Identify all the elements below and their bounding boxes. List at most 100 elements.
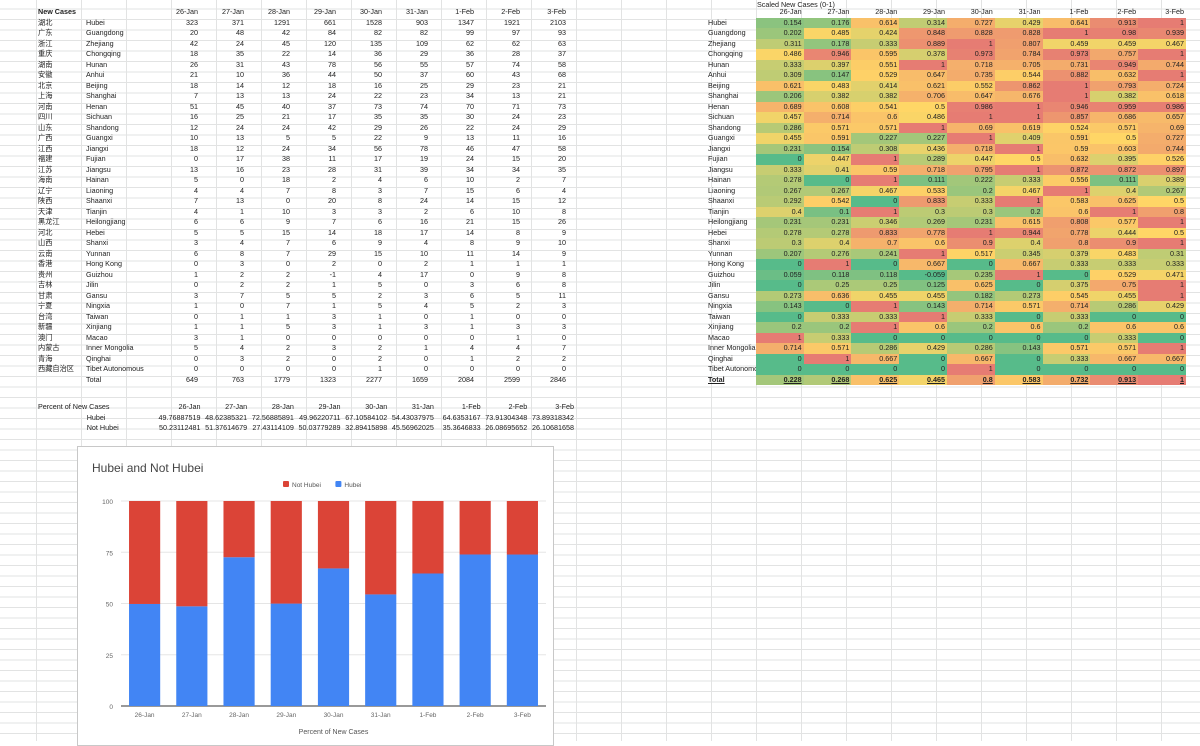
case-count-cell[interactable]: 4 (240, 238, 244, 247)
case-count-cell[interactable]: 18 (190, 143, 198, 153)
province-name-english[interactable]: Jilin (708, 280, 721, 289)
case-count-cell[interactable]: 6 (194, 217, 198, 226)
scaled-cell[interactable]: 0.5 (1090, 133, 1139, 144)
hubei-bar[interactable] (223, 557, 255, 706)
case-count-cell[interactable]: 34 (512, 164, 520, 174)
province-name-english[interactable]: Gansu (86, 290, 108, 300)
scaled-total-cell[interactable]: 0.228 (755, 374, 804, 385)
case-count-cell[interactable]: 39 (420, 164, 428, 174)
province-name-english[interactable]: Tibet Autonomous (86, 364, 144, 373)
scaled-cell[interactable]: 0.615 (994, 217, 1043, 228)
case-count-cell[interactable]: 16 (236, 164, 244, 174)
case-count-cell[interactable]: 3 (424, 290, 428, 300)
case-count-cell[interactable]: 97 (512, 28, 520, 37)
case-count-cell[interactable]: 74 (420, 101, 428, 111)
case-count-cell[interactable]: 14 (466, 227, 474, 237)
date-header[interactable]: 28-Jan (271, 402, 294, 411)
case-count-cell[interactable]: 36 (466, 49, 474, 58)
province-name-english[interactable]: Jiangsu (86, 164, 111, 174)
scaled-cell[interactable]: 0.667 (1090, 353, 1139, 364)
scaled-cell[interactable]: 0.6 (1138, 322, 1186, 333)
case-count-cell[interactable]: 5 (194, 175, 198, 184)
scaled-cell[interactable]: 0.544 (994, 70, 1043, 81)
case-count-cell[interactable]: 18 (374, 227, 382, 237)
case-count-cell[interactable]: 71 (512, 101, 520, 111)
province-name-chinese[interactable]: 澳门 (38, 332, 53, 342)
date-header[interactable]: 3-Feb (555, 402, 574, 411)
scaled-cell[interactable]: 0.1 (803, 206, 852, 217)
case-count-cell[interactable]: 78 (420, 143, 428, 153)
scaled-cell[interactable]: 0.41 (803, 164, 852, 175)
scaled-cell[interactable]: 0.4 (755, 206, 804, 217)
case-count-cell[interactable]: 38 (282, 154, 290, 163)
case-count-cell[interactable]: 2 (240, 269, 244, 279)
scaled-cell[interactable]: 0.571 (1042, 343, 1091, 354)
hubei-chart-card[interactable]: Hubei and Not Hubei 0 25 50 75 100 26-Jan 27-J… (77, 446, 554, 746)
case-count-cell[interactable]: 1 (194, 322, 198, 331)
date-header[interactable]: 28-Jan (268, 7, 290, 16)
case-count-cell[interactable]: 31 (374, 164, 382, 174)
not-hubei-bar[interactable] (176, 501, 208, 607)
scaled-cell[interactable]: 0.872 (1090, 164, 1139, 175)
scaled-cell[interactable]: 0.267 (803, 185, 852, 196)
case-count-cell[interactable]: 0 (332, 332, 336, 342)
scaled-cell[interactable]: 1 (899, 122, 947, 133)
case-count-cell[interactable]: 9 (516, 269, 520, 279)
province-name-english[interactable]: Sichuan (86, 112, 112, 121)
scaled-cell[interactable]: 0.542 (803, 196, 852, 207)
case-count-cell[interactable]: 29 (466, 80, 474, 90)
case-count-cell[interactable]: 26 (420, 122, 428, 132)
case-count-cell[interactable]: 12 (190, 122, 198, 132)
province-name-english[interactable]: Guizhou (708, 269, 735, 279)
scaled-cell[interactable]: 0.59 (851, 164, 900, 175)
scaled-cell[interactable]: 0.382 (803, 91, 852, 102)
scaled-cell[interactable]: 0.705 (994, 59, 1043, 70)
case-count-cell[interactable]: 7 (424, 185, 428, 195)
province-name-english[interactable]: Zhejiang (708, 38, 736, 48)
not-hubei-bar[interactable] (129, 501, 161, 604)
province-name-english[interactable]: Chongqing (86, 49, 121, 58)
scaled-cell[interactable]: 0.379 (1042, 248, 1091, 259)
scaled-cell[interactable]: 0.619 (994, 122, 1043, 133)
case-count-cell[interactable]: 0 (516, 311, 520, 321)
scaled-cell[interactable]: 0 (946, 259, 995, 270)
case-count-cell[interactable]: 12 (558, 196, 566, 205)
case-count-cell[interactable]: 8 (240, 248, 244, 258)
province-name-chinese[interactable]: 黑龙江 (38, 217, 60, 226)
scaled-cell[interactable]: 0.278 (803, 227, 852, 238)
scaled-cell[interactable]: 0.143 (899, 301, 947, 312)
scaled-cell[interactable]: 1 (899, 311, 947, 322)
scaled-cell[interactable]: 0.286 (755, 122, 804, 133)
scaled-cell[interactable]: 0 (803, 175, 852, 186)
percent-cell[interactable]: 32.89415898 (345, 423, 388, 432)
date-header[interactable]: 28-Jan (875, 7, 898, 16)
case-count-cell[interactable]: 3 (378, 185, 382, 195)
scaled-cell[interactable]: 0.227 (899, 133, 947, 144)
case-count-cell[interactable]: 8 (332, 185, 336, 195)
case-count-cell[interactable]: 16 (420, 217, 428, 226)
case-count-cell[interactable]: 23 (558, 112, 566, 121)
case-count-cell[interactable]: 15 (512, 196, 520, 205)
scaled-cell[interactable]: 0.944 (994, 227, 1043, 238)
scaled-cell[interactable]: 0.833 (851, 227, 900, 238)
scaled-cell[interactable]: 0 (1042, 269, 1091, 280)
case-count-cell[interactable]: 4 (424, 238, 428, 247)
date-header[interactable]: 26-Jan (176, 7, 198, 16)
case-count-cell[interactable]: 48 (236, 28, 244, 37)
case-count-cell[interactable]: 4 (378, 269, 382, 279)
not-hubei-bar[interactable] (365, 501, 397, 595)
date-header[interactable]: 2-Feb (1117, 7, 1137, 16)
scaled-cell[interactable]: 0.308 (851, 143, 900, 154)
scaled-cell[interactable]: 1 (851, 154, 900, 165)
case-count-cell[interactable]: 0 (562, 332, 566, 342)
case-count-cell[interactable]: 1 (286, 311, 290, 321)
scaled-cell[interactable]: 0.143 (755, 301, 804, 312)
scaled-cell[interactable]: 1 (1090, 206, 1139, 217)
scaled-cell[interactable]: 0.409 (994, 133, 1043, 144)
province-name-chinese[interactable]: 四川 (38, 112, 53, 121)
case-count-cell[interactable]: 1291 (274, 17, 290, 27)
case-count-cell[interactable]: 2 (516, 353, 520, 363)
case-count-cell[interactable]: 24 (420, 196, 428, 205)
case-count-cell[interactable]: 4 (378, 175, 382, 184)
case-count-cell[interactable]: 10 (420, 248, 428, 258)
